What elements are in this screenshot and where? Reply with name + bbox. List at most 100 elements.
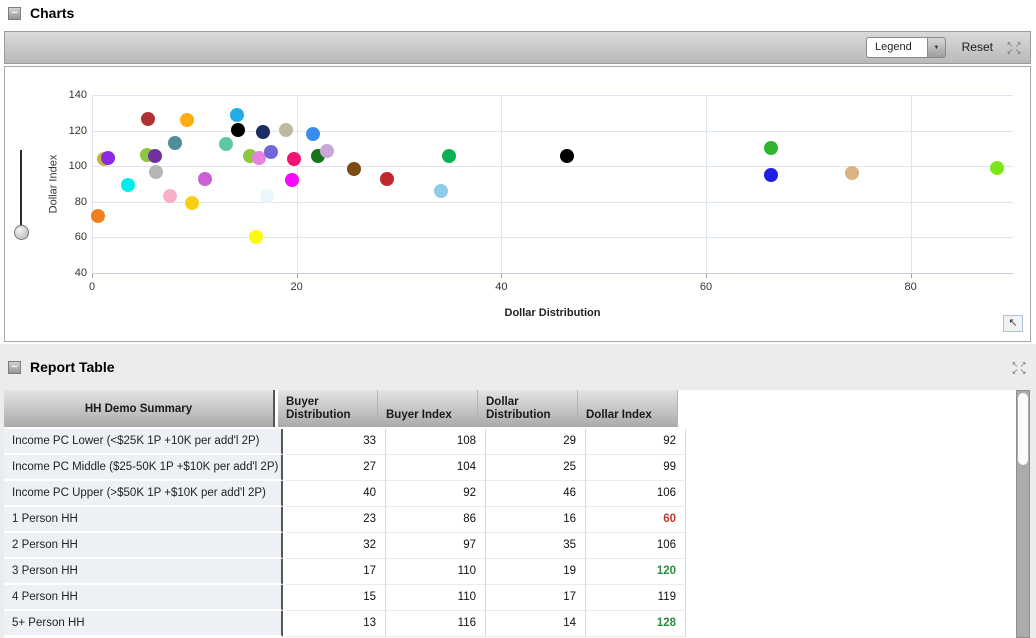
chevron-down-icon: ▼ [933,44,940,51]
legend-dropdown[interactable]: Legend ▼ [866,37,946,58]
table-row[interactable]: Income PC Upper (>$50K 1P +$10K per add'… [4,481,1016,507]
cell-dollar-index: 92 [586,429,686,455]
table-row[interactable]: 4 Person HH 15 110 17 119 [4,585,1016,611]
scatter-point[interactable] [248,230,263,245]
cell-buyer-index: 110 [386,585,486,611]
scatter-point[interactable] [180,112,195,127]
cell-dollar-index: 106 [586,481,686,507]
cell-buyer-distribution: 33 [286,429,386,455]
gridline [92,237,1013,239]
scatter-point[interactable] [91,209,106,224]
collapse-table-button[interactable]: − [8,360,21,374]
scatter-point[interactable] [148,148,163,163]
report-table-section: − Report Table ↖ ↗ ↙ ↘ HH Demo Summary Buye… [0,344,1036,638]
gridline [92,166,1013,168]
scatter-point[interactable] [346,161,361,176]
scatter-point[interactable] [185,195,200,210]
cell-dollar-distribution: 25 [486,455,586,481]
scatter-point[interactable] [162,189,177,204]
cell-buyer-index: 110 [386,559,486,585]
scatter-point[interactable] [264,144,279,159]
scatter-point[interactable] [219,136,234,151]
y-tick-label: 40 [74,267,87,279]
scatter-point[interactable] [230,108,245,123]
cell-dollar-distribution: 14 [486,611,586,637]
column-header-hh-demo-summary[interactable]: HH Demo Summary [4,390,275,427]
row-label: 4 Person HH [4,585,283,611]
cell-buyer-index: 104 [386,455,486,481]
scatter-point[interactable] [379,171,394,186]
column-header-dollar-index[interactable]: Dollar Index [578,390,678,427]
row-label: 2 Person HH [4,533,283,559]
x-tick-label: 80 [904,281,917,293]
scatter-point[interactable] [279,122,294,137]
scatter-point[interactable] [433,184,448,199]
zoom-slider-handle[interactable] [14,225,29,240]
table-row[interactable]: Income PC Lower (<$25K 1P +10K per add'l… [4,429,1016,455]
chart-panel: Dollar Index Dollar Distribution 40 60 80 1… [4,66,1031,342]
scatter-point[interactable] [167,136,182,151]
scatter-point[interactable] [764,168,779,183]
chart-toolbar: Legend ▼ Reset ↖ ↗ ↙ ↘ [4,31,1031,64]
scatter-point[interactable] [255,125,270,140]
cell-buyer-distribution: 32 [286,533,386,559]
scatter-point[interactable] [197,171,212,186]
cell-buyer-index: 108 [386,429,486,455]
gridline [910,95,912,273]
scatter-point[interactable] [286,152,301,167]
column-header-buyer-index[interactable]: Buyer Index [378,390,478,427]
cell-dollar-index: 99 [586,455,686,481]
scatter-point[interactable] [231,122,246,137]
cell-dollar-distribution: 17 [486,585,586,611]
gridline [92,130,1013,132]
x-tick-label: 20 [290,281,303,293]
reset-button[interactable]: Reset [961,40,993,54]
scatter-point[interactable] [764,141,779,156]
legend-dropdown-value[interactable]: Legend [866,37,927,58]
cell-dollar-index: 119 [586,585,686,611]
table-header-row: HH Demo Summary Buyer Distribution Buyer… [4,390,1016,427]
maximize-table-icon[interactable]: ↖ ↗ ↙ ↘ [1011,360,1027,376]
maximize-chart-icon[interactable]: ↖ ↗ ↙ ↘ [1006,40,1022,56]
scatter-point[interactable] [120,177,135,192]
zoom-slider-track [20,150,22,232]
y-tick-label: 140 [68,89,87,101]
scatter-point[interactable] [989,160,1004,175]
cell-dollar-index: 106 [586,533,686,559]
row-label: 5+ Person HH [4,611,283,637]
column-header-buyer-distribution[interactable]: Buyer Distribution [278,390,378,427]
table-row[interactable]: 1 Person HH 23 86 16 60 [4,507,1016,533]
cell-buyer-distribution: 40 [286,481,386,507]
x-tick-mark [706,274,707,278]
scatter-point[interactable] [559,148,574,163]
scatter-point[interactable] [101,151,116,166]
charts-title: Charts [30,5,75,21]
x-tick-mark [910,274,912,278]
cell-dollar-index: 60 [586,507,686,533]
legend-dropdown-button[interactable]: ▼ [927,37,946,58]
table-row[interactable]: 2 Person HH 32 97 35 106 [4,533,1016,559]
x-tick-mark [92,274,93,278]
table-row[interactable]: 3 Person HH 17 110 19 120 [4,559,1016,585]
scatter-point[interactable] [845,166,860,181]
scatter-point[interactable] [141,112,156,127]
cell-dollar-index: 120 [586,559,686,585]
scatter-point[interactable] [320,144,335,159]
scatter-point[interactable] [306,127,321,142]
scatter-point[interactable] [284,172,299,187]
table-row[interactable]: 5+ Person HH 13 116 14 128 [4,611,1016,637]
table-row[interactable]: Income PC Middle ($25-50K 1P +$10K per a… [4,455,1016,481]
collapse-charts-button[interactable]: − [8,6,21,20]
column-header-dollar-distribution[interactable]: Dollar Distribution [478,390,578,427]
cell-dollar-distribution: 29 [486,429,586,455]
scrollbar-thumb[interactable] [1018,393,1028,465]
x-tick-label: 0 [88,281,96,293]
scatter-point[interactable] [442,148,457,163]
x-axis-line [92,273,1013,274]
scatter-point[interactable] [251,151,266,166]
table-scrollbar[interactable] [1016,390,1030,638]
cell-buyer-distribution: 15 [286,585,386,611]
restore-chart-button[interactable]: ↖ [1003,315,1023,332]
scatter-point[interactable] [149,165,164,180]
scatter-point[interactable] [259,189,274,204]
